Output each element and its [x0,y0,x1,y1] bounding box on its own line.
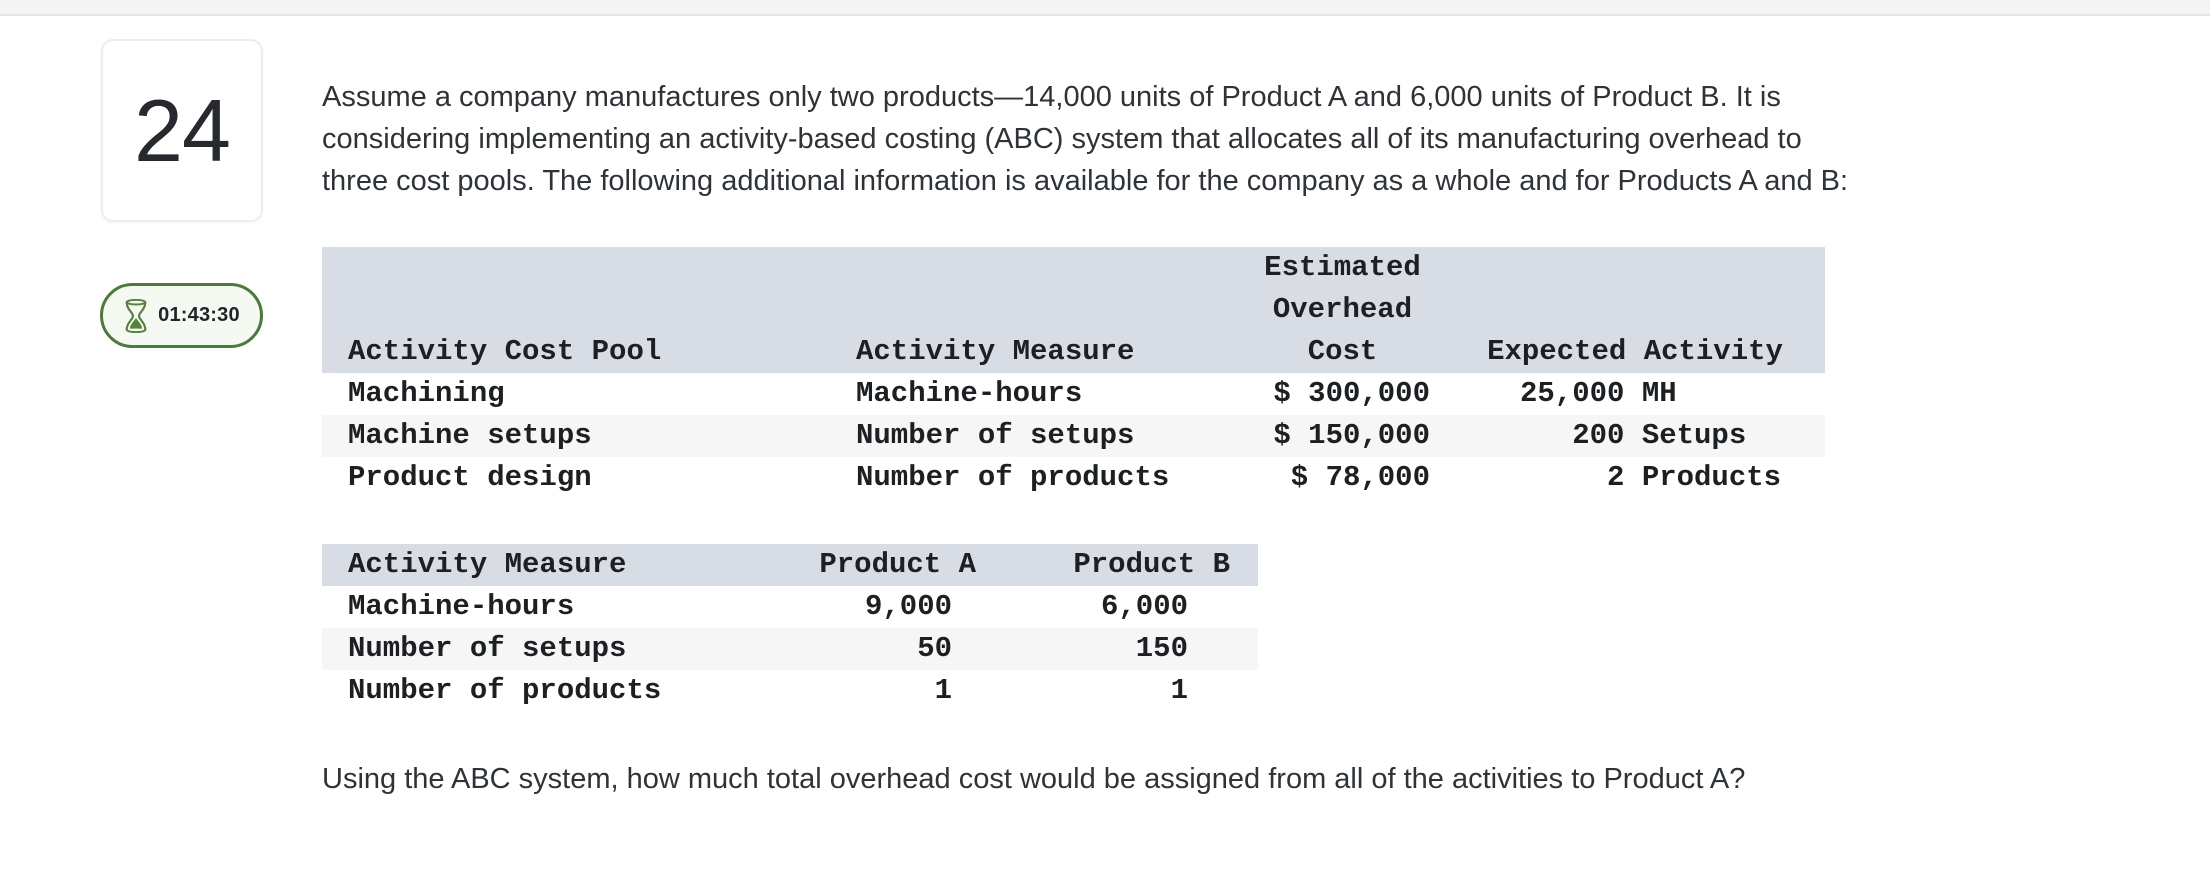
prompt-line: considering implementing an activity-bas… [322,123,1802,155]
col-header-product-a: Product A [819,548,976,581]
cost-pool-table-header-row: Activity Cost Pool Activity Measure Esti… [322,247,1825,373]
cell-activity: 25,000 MH [1520,377,1677,410]
prompt-line: Assume a company manufactures only two p… [322,81,1781,113]
cell-product-b: 1 [1170,674,1188,707]
cell-measure: Number of products [348,674,662,707]
cell-cost: $ 150,000 [1273,419,1430,452]
col-header-activity-cost-pool: Activity Cost Pool [348,335,662,368]
cell-product-b: 6,000 [1100,590,1188,623]
table-row: Product design Number of products $ 78,0… [322,457,1825,499]
cell-measure: Number of setups [348,632,627,665]
col-header-expected-activity: Expected Activity [1487,335,1783,368]
table-row: Machine-hours 9,000 6,000 [322,586,1258,628]
cell-product-a: 9,000 [864,590,952,623]
question-number: 24 [134,80,231,180]
hourglass-icon [123,298,149,333]
product-activity-table: Activity Measure Product A Product B Mac… [322,544,1258,712]
table-row: Machining Machine-hours $ 300,000 25,000… [322,373,1825,415]
cell-pool: Machining [348,377,505,410]
col-header-activity-measure: Activity Measure [856,335,1135,368]
col-header-product-b: Product B [1073,548,1230,581]
question-number-card: 24 [101,39,263,222]
cost-pool-table: Activity Cost Pool Activity Measure Esti… [322,247,1825,499]
cell-pool: Product design [348,461,592,494]
cell-activity: 2 Products [1520,461,1782,494]
timer-value: 01:43:30 [158,304,240,326]
final-question: Using the ABC system, how much total ove… [322,763,1746,795]
cell-cost: $ 300,000 [1273,377,1430,410]
cell-measure: Number of products [856,461,1170,494]
cell-measure: Machine-hours [856,377,1083,410]
cell-cost: $ 78,000 [1290,461,1430,494]
cell-activity: 200 Setups [1520,419,1747,452]
timer-chip[interactable]: 01:43:30 [100,283,263,348]
cell-product-b: 150 [1135,632,1188,665]
prompt-line: three cost pools. The following addition… [322,165,1849,197]
col-header-estimated-overhead-cost: Estimated Overhead Cost [1264,251,1421,368]
product-table-header-row: Activity Measure Product A Product B [322,544,1258,586]
table-row: Machine setups Number of setups $ 150,00… [322,415,1825,457]
cell-measure: Machine-hours [348,590,575,623]
cell-measure: Number of setups [856,419,1135,452]
question-body: Assume a company manufactures only two p… [322,0,2082,800]
cell-pool: Machine setups [348,419,592,452]
col-header-activity-measure: Activity Measure [348,548,627,581]
cell-product-a: 1 [934,674,952,707]
question-prompt: Assume a company manufactures only two p… [322,76,2082,202]
table-row: Number of setups 50 150 [322,628,1258,670]
table-row: Number of products 1 1 [322,670,1258,712]
top-bar-edge [0,0,2210,16]
cell-product-a: 50 [917,632,952,665]
